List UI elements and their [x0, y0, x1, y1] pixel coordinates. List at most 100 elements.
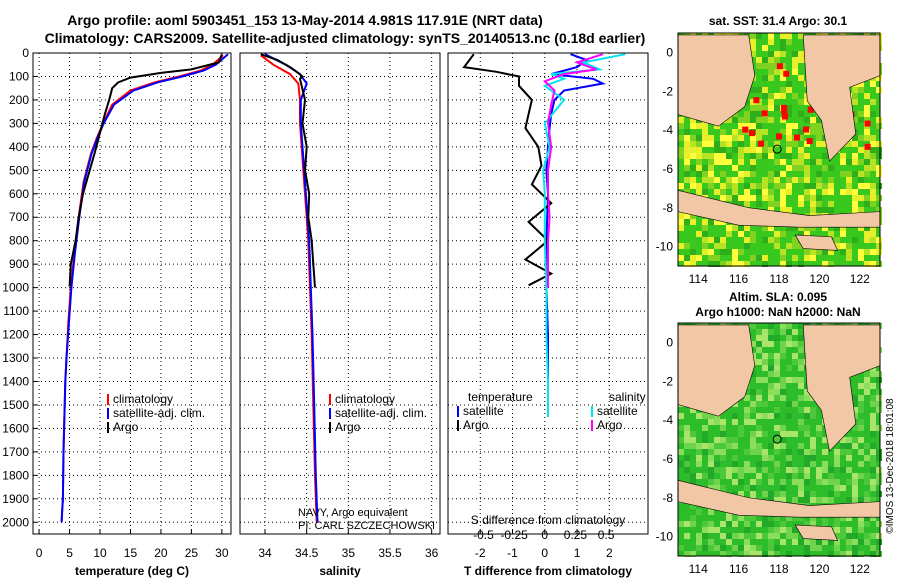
map-cell: [798, 359, 804, 365]
top-tick-label: -0.25: [500, 528, 528, 542]
map-cell: [816, 473, 822, 479]
map-cell: [840, 449, 846, 455]
map-cell: [768, 237, 774, 243]
map-cell: [858, 497, 864, 503]
map-hot-cell: [761, 110, 768, 117]
map-cell: [762, 63, 768, 69]
map-cell: [690, 443, 696, 449]
map-y-tick-label: 0: [666, 335, 673, 349]
map-cell: [780, 183, 786, 189]
map-cell: [738, 491, 744, 497]
x-tick-label: 34.5: [295, 546, 319, 560]
map-cell: [678, 225, 684, 231]
y-tick-label: 0: [22, 46, 29, 60]
map-cell: [762, 341, 768, 347]
map-cell: [810, 443, 816, 449]
map-cell: [816, 479, 822, 485]
map-cell: [768, 105, 774, 111]
map-cell: [738, 195, 744, 201]
map-cell: [876, 183, 882, 189]
map-cell: [822, 141, 828, 147]
map-cell: [714, 189, 720, 195]
legend-label: Argo: [335, 420, 361, 434]
map-cell: [780, 491, 786, 497]
map-cell: [768, 93, 774, 99]
x-tick-label: 1: [574, 546, 581, 560]
map-cell: [834, 461, 840, 467]
map-cell: [774, 425, 780, 431]
map-cell: [780, 255, 786, 261]
map-cell: [876, 551, 882, 557]
map-cell: [750, 141, 756, 147]
map-cell: [864, 117, 870, 123]
map-cell: [762, 57, 768, 63]
map-cell: [696, 165, 702, 171]
map-cell: [738, 261, 744, 267]
map-cell: [876, 249, 882, 255]
map-cell: [738, 231, 744, 237]
map-cell: [786, 467, 792, 473]
map-cell: [780, 33, 786, 39]
map-cell: [846, 539, 852, 545]
map-cell: [732, 515, 738, 521]
map-cell: [858, 437, 864, 443]
map-cell: [792, 141, 798, 147]
map-cell: [744, 395, 750, 401]
map-cell: [768, 225, 774, 231]
map-cell: [708, 219, 714, 225]
y-tick-label: 1100: [3, 304, 29, 318]
map-cell: [798, 135, 804, 141]
x-tick-label: 35: [342, 546, 356, 560]
map-cell: [768, 413, 774, 419]
map-cell: [678, 461, 684, 467]
map-cell: [762, 45, 768, 51]
map-cell: [798, 231, 804, 237]
map-cell: [726, 467, 732, 473]
map-cell: [864, 479, 870, 485]
map-cell: [684, 135, 690, 141]
map-cell: [744, 413, 750, 419]
map-cell: [828, 183, 834, 189]
map-cell: [852, 539, 858, 545]
map-cell: [786, 527, 792, 533]
map-cell: [780, 377, 786, 383]
map-cell: [702, 249, 708, 255]
map-cell: [714, 449, 720, 455]
map-cell: [744, 527, 750, 533]
map-cell: [792, 255, 798, 261]
map-cell: [756, 545, 762, 551]
map-cell: [768, 341, 774, 347]
map-cell: [762, 147, 768, 153]
map-cell: [840, 527, 846, 533]
map-cell: [786, 341, 792, 347]
map-cell: [702, 237, 708, 243]
map-cell: [690, 183, 696, 189]
map-cell: [792, 93, 798, 99]
map-cell: [714, 141, 720, 147]
map-cell: [762, 141, 768, 147]
map-hot-cell: [864, 120, 871, 127]
map-cell: [684, 171, 690, 177]
map-cell: [780, 75, 786, 81]
map-cell: [690, 407, 696, 413]
map-hot-cell: [864, 143, 871, 150]
map-cell: [750, 467, 756, 473]
map-cell: [816, 249, 822, 255]
map-cell: [798, 195, 804, 201]
map-cell: [780, 485, 786, 491]
map-cell: [816, 431, 822, 437]
map-cell: [774, 389, 780, 395]
map-cell: [750, 123, 756, 129]
map-cell: [864, 539, 870, 545]
map-cell: [720, 437, 726, 443]
map-cell: [828, 177, 834, 183]
map-cell: [714, 485, 720, 491]
map-cell: [786, 177, 792, 183]
map-hot-cell: [749, 130, 756, 137]
map-cell: [786, 105, 792, 111]
y-tick-label: 100: [9, 69, 29, 83]
map-cell: [750, 183, 756, 189]
map-cell: [774, 93, 780, 99]
map-cell: [852, 99, 858, 105]
